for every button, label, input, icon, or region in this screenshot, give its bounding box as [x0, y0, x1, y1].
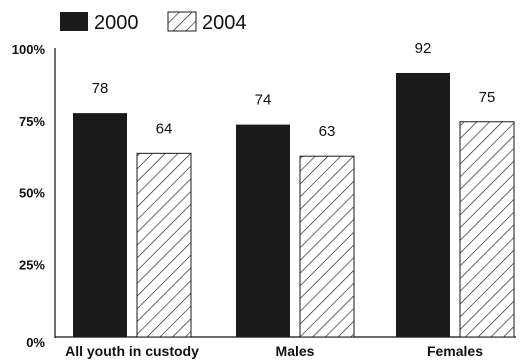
- y-tick-label: 75%: [19, 114, 45, 129]
- bar-2004-females: [459, 121, 515, 338]
- x-category-label: Females: [427, 343, 483, 359]
- x-category-label: Males: [276, 343, 315, 359]
- bar-2000-males: [236, 124, 290, 338]
- data-label: 78: [92, 80, 109, 97]
- bars: [73, 72, 515, 338]
- data-label: 74: [255, 92, 272, 109]
- legend-swatch-2004: [167, 11, 197, 32]
- bar-2000-all-youth-in-custody: [73, 113, 127, 337]
- y-tick-label: 100%: [12, 42, 46, 57]
- legend-swatch-2000: [60, 12, 88, 31]
- data-label: 92: [415, 40, 432, 57]
- bar-2004-males: [299, 155, 355, 338]
- legend: 2000 2004: [60, 11, 247, 34]
- data-label: 75: [479, 89, 496, 106]
- y-axis-ticks: 0% 25% 50% 75% 100%: [12, 42, 46, 350]
- data-label: 64: [156, 120, 173, 137]
- x-category-label: All youth in custody: [65, 343, 199, 359]
- data-labels: 78 64 74 63 92 75: [92, 40, 496, 140]
- legend-label-2004: 2004: [202, 12, 247, 34]
- y-tick-label: 0%: [26, 335, 45, 350]
- x-axis-categories: All youth in custody Males Females: [65, 343, 483, 359]
- bar-2004-all-youth-in-custody: [136, 152, 192, 338]
- data-label: 63: [319, 123, 336, 140]
- y-tick-label: 25%: [19, 257, 45, 272]
- y-tick-label: 50%: [19, 186, 45, 201]
- bar-2000-females: [396, 72, 450, 338]
- legend-label-2000: 2000: [94, 12, 139, 34]
